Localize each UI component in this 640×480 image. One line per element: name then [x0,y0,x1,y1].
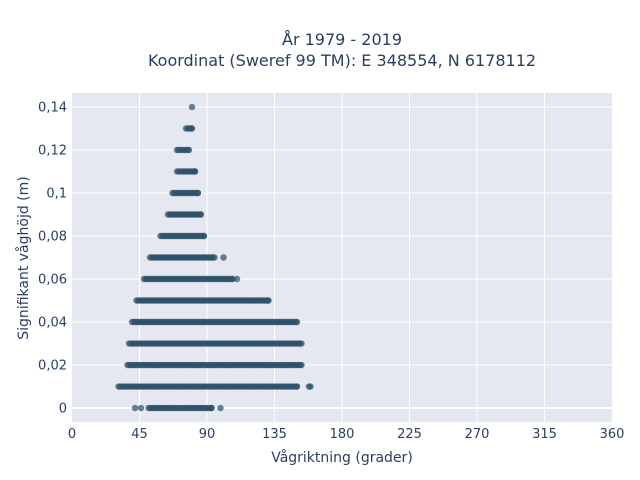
x-tick-label: 0 [68,427,76,442]
x-tick-label: 270 [465,427,490,442]
x-tick-label: 315 [532,427,557,442]
x-tick-label: 45 [131,427,148,442]
data-point [293,318,301,326]
x-tick-label: 135 [262,427,287,442]
y-tick-label: 0,14 [38,100,67,115]
data-point [208,404,215,412]
y-tick-label: 0,04 [38,316,67,331]
data-point [229,275,236,283]
data-point [233,275,241,283]
data-point [307,383,314,390]
data-point [217,404,224,412]
x-axis-title: Vågriktning (grader) [271,449,413,466]
y-tick-label: 0,08 [38,229,67,244]
x-tick-label: 225 [397,427,422,442]
data-point [197,211,205,218]
data-point [211,254,218,261]
data-point [220,254,227,261]
x-tick-label: 90 [199,427,216,442]
data-points-layer [115,103,314,412]
y-tick-label: 0 [59,402,67,417]
data-point [298,361,305,369]
data-point [298,340,305,347]
x-tick-label: 180 [330,427,355,442]
x-axis-ticks: 0 45 90 135 180 225 270 315 360 [68,427,625,442]
data-point [293,383,301,390]
chart-title-line-1: År 1979 - 2019 [282,30,402,49]
y-tick-label: 0,1 [46,186,67,201]
data-point [191,168,199,175]
data-point [137,404,145,412]
data-point [265,297,272,304]
y-tick-label: 0,06 [38,273,67,288]
data-point [200,232,208,240]
y-axis-ticks: 0 0,02 0,04 0,06 0,08 0,1 0,12 0,14 [38,100,67,416]
y-tick-label: 0,12 [38,143,67,158]
chart-title-line-2: Koordinat (Sweref 99 TM): E 348554, N 61… [148,51,536,70]
data-point [188,103,196,111]
y-axis-title: Signifikant våghöjd (m) [15,176,32,339]
y-tick-label: 0,02 [38,359,67,374]
x-tick-label: 360 [600,427,625,442]
data-point [194,189,202,197]
data-point [188,125,196,132]
data-point [131,404,139,412]
data-point [185,146,193,154]
